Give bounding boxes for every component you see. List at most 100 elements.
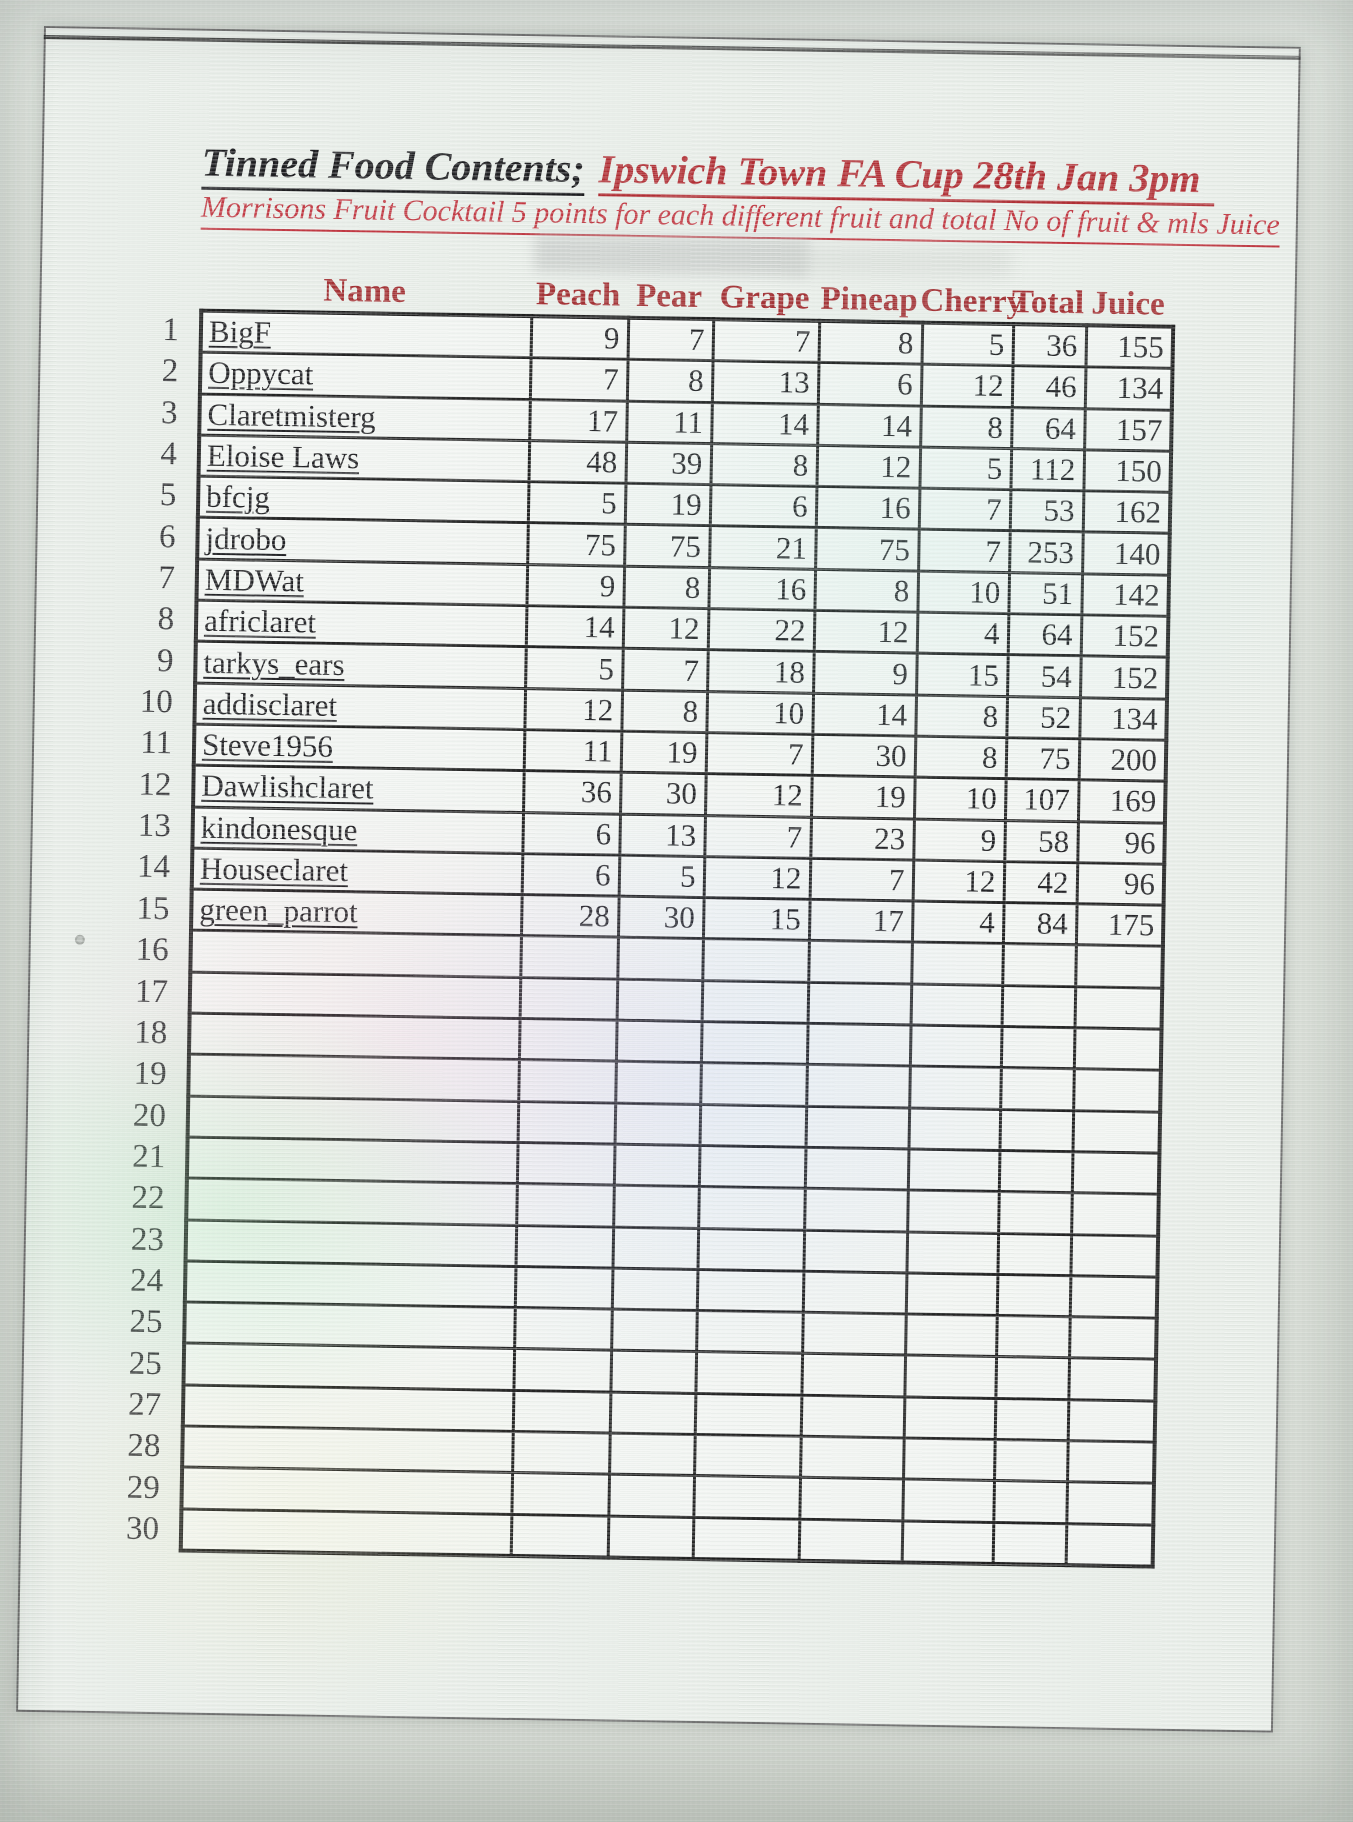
pineap-cell [802, 1312, 906, 1356]
peach-cell [511, 1472, 610, 1516]
peach-cell: 12 [524, 688, 623, 732]
column-header-pineap: Pineap [820, 280, 918, 319]
pineap-cell [805, 1105, 910, 1149]
total-cell [1000, 1026, 1075, 1070]
row-number: 28 [127, 1427, 161, 1465]
total-cell [996, 1274, 1071, 1317]
peach-cell [515, 1225, 614, 1268]
cherry-cell: 5 [921, 322, 1014, 366]
juice-cell: 96 [1076, 862, 1165, 906]
pear-cell: 8 [626, 359, 713, 403]
name-cell: jdrobo [197, 517, 528, 565]
total-cell: 107 [1004, 778, 1079, 822]
pear-cell: 8 [623, 565, 710, 609]
name-cell [187, 1095, 519, 1143]
row-number: 22 [131, 1179, 165, 1217]
total-cell [994, 1398, 1069, 1441]
name-cell [181, 1467, 513, 1515]
cherry-cell: 12 [920, 364, 1013, 408]
juice-cell [1069, 1316, 1157, 1360]
grape-cell: 21 [709, 526, 816, 570]
pineap-cell [800, 1436, 904, 1480]
row-number: 5 [159, 477, 177, 514]
cherry-cell [905, 1272, 998, 1316]
total-cell [1001, 985, 1076, 1028]
juice-cell [1065, 1523, 1154, 1567]
juice-cell: 142 [1081, 573, 1170, 617]
juice-cell: 152 [1080, 656, 1168, 699]
name-cell: kindonesque [192, 806, 524, 854]
row-number: 9 [156, 642, 174, 679]
peach-cell: 6 [522, 812, 621, 856]
pear-cell [613, 1185, 699, 1229]
pineap-cell [806, 1064, 910, 1108]
juice-cell [1075, 945, 1163, 988]
pear-cell: 19 [624, 483, 711, 527]
grape-cell [694, 1434, 801, 1478]
name-cell [190, 930, 521, 978]
total-cell [992, 1522, 1067, 1566]
name-cell: africlaret [195, 600, 527, 647]
juice-cell: 155 [1085, 325, 1174, 369]
row-number: 21 [131, 1138, 166, 1176]
cherry-cell: 9 [913, 818, 1005, 862]
pineap-cell: 8 [814, 569, 919, 613]
row-number: 16 [135, 931, 169, 969]
juice-cell [1067, 1399, 1156, 1443]
grape-cell [698, 1145, 806, 1189]
peach-cell: 48 [528, 440, 627, 484]
row-number: 12 [138, 766, 172, 803]
total-cell: 112 [1010, 448, 1085, 491]
pineap-cell: 12 [813, 610, 918, 654]
pineap-cell [798, 1518, 903, 1563]
grape-cell: 7 [704, 815, 811, 859]
cherry-cell [904, 1355, 997, 1399]
peach-cell [514, 1266, 613, 1310]
row-number: 7 [158, 560, 176, 597]
name-cell [186, 1178, 517, 1226]
photo-artifact-dot [74, 934, 85, 945]
name-cell: Eloise Laws [198, 435, 530, 482]
pear-cell [607, 1515, 694, 1559]
grape-cell: 7 [712, 319, 820, 363]
pear-cell: 30 [617, 896, 704, 940]
pineap-cell [807, 982, 912, 1026]
grape-cell: 8 [710, 443, 818, 487]
grape-cell [692, 1517, 800, 1561]
row-number: 6 [158, 518, 176, 555]
cherry-cell: 7 [918, 488, 1011, 532]
pear-cell: 5 [618, 855, 705, 898]
blur-smudge-light [781, 244, 1013, 279]
pear-cell [614, 1102, 701, 1146]
grape-cell [701, 980, 809, 1024]
total-cell [999, 1109, 1074, 1152]
score-table: BigF 9 7 7 8 5 36 155 Oppycat 7 8 13 6 12 46 134 Claretm… [178, 308, 1176, 1569]
juice-cell [1072, 1110, 1161, 1154]
total-cell: 64 [1007, 613, 1082, 657]
pear-cell: 75 [624, 524, 710, 568]
juice-cell: 150 [1083, 449, 1172, 493]
juice-cell: 200 [1078, 738, 1167, 782]
pineap-cell [803, 1229, 908, 1273]
juice-cell [1070, 1234, 1159, 1277]
pear-cell [610, 1350, 697, 1394]
row-number: 29 [126, 1469, 161, 1506]
cherry-cell: 8 [915, 694, 1008, 738]
pineap-cell: 17 [808, 899, 913, 943]
peach-cell: 6 [521, 853, 620, 897]
cherry-cell [902, 1479, 995, 1523]
cherry-cell [903, 1396, 996, 1440]
row-number: 3 [160, 394, 178, 431]
name-cell: MDWat [196, 558, 528, 606]
juice-cell: 134 [1084, 367, 1173, 410]
pineap-cell: 14 [817, 403, 921, 447]
row-number: 15 [136, 890, 170, 928]
pineap-cell: 16 [815, 486, 920, 530]
pineap-cell: 7 [809, 858, 914, 902]
cherry-cell: 10 [913, 777, 1006, 821]
total-cell: 54 [1007, 654, 1081, 698]
total-cell [997, 1233, 1072, 1276]
row-number: 20 [132, 1097, 167, 1134]
peach-cell [518, 1018, 617, 1062]
peach-cell [518, 1059, 616, 1103]
